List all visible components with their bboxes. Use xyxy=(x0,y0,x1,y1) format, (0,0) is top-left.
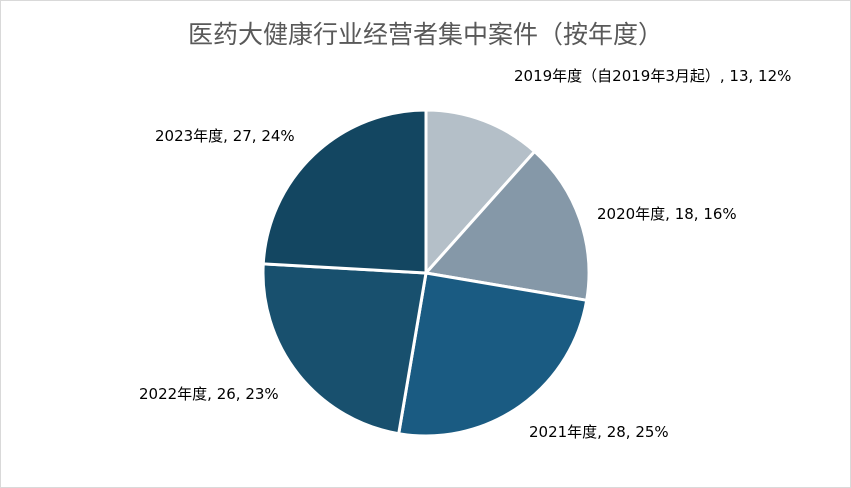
pie-slice-5 xyxy=(261,108,428,275)
data-label-5: 2023年度, 27, 24% xyxy=(155,127,295,145)
data-label-3: 2021年度, 28, 25% xyxy=(529,423,669,441)
pie-slices xyxy=(261,108,591,438)
pie-labels: 2019年度（自2019年3月起）, 13, 12% 2020年度, 18, 16… xyxy=(139,67,791,441)
pie-slice-1 xyxy=(424,108,537,277)
pie-slice-3 xyxy=(396,271,589,438)
chart-title: 医药大健康行业经营者集中案件（按年度） xyxy=(187,20,663,49)
data-label-1: 2019年度（自2019年3月起）, 13, 12% xyxy=(514,67,791,85)
pie-slice-2 xyxy=(423,149,591,303)
pie-slice-4 xyxy=(261,262,428,436)
data-label-2: 2020年度, 18, 16% xyxy=(597,205,737,223)
data-label-4: 2022年度, 26, 23% xyxy=(139,385,279,403)
